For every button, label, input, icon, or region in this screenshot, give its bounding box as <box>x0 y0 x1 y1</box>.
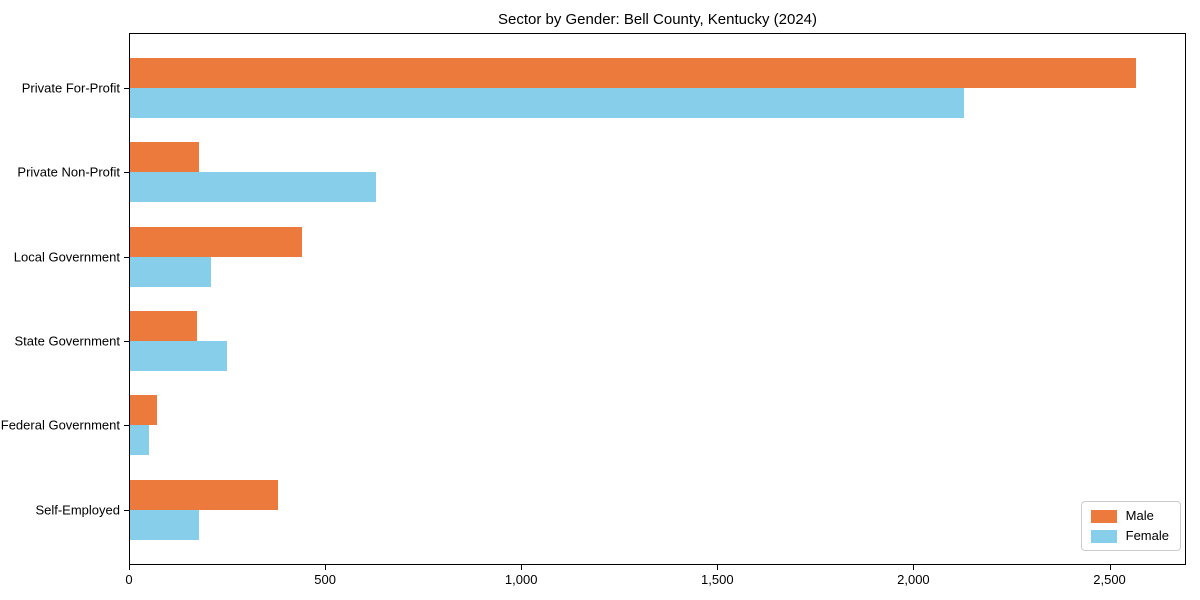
male-bar <box>130 479 278 510</box>
y-axis-label: Self-Employed <box>35 502 120 517</box>
legend-entry-male: Male <box>1090 508 1169 523</box>
x-tick-label: 1,500 <box>701 572 734 587</box>
legend-label-female: Female <box>1125 528 1169 543</box>
y-tick-mark <box>124 172 129 174</box>
chart-title: Sector by Gender: Bell County, Kentucky … <box>497 11 818 28</box>
legend: Male Female <box>1080 501 1181 551</box>
legend-swatch-male-icon <box>1090 509 1117 523</box>
y-tick-mark <box>124 256 129 258</box>
female-bar <box>130 340 227 371</box>
x-tick-mark <box>325 565 327 570</box>
x-tick-label: 2,500 <box>1093 572 1126 587</box>
y-axis-label: State Government <box>14 333 121 349</box>
x-tick-mark <box>913 565 915 570</box>
legend-entry-female: Female <box>1090 528 1169 543</box>
legend-label-male: Male <box>1125 508 1154 523</box>
x-tick-mark <box>521 565 523 570</box>
male-bar <box>130 58 1136 88</box>
female-bar <box>130 509 199 540</box>
female-bar <box>130 88 964 118</box>
x-tick-label: 500 <box>314 572 336 587</box>
x-tick-mark <box>717 565 719 570</box>
female-bar <box>130 256 211 287</box>
x-tick-label: 1,000 <box>504 572 538 587</box>
y-axis-label: Local Government <box>13 249 120 265</box>
legend-swatch-female-icon <box>1090 529 1117 543</box>
male-bar <box>130 226 302 257</box>
male-bar <box>130 395 157 426</box>
male-bar <box>130 142 199 173</box>
x-tick-label: 2,000 <box>897 572 930 587</box>
male-bar <box>130 310 197 341</box>
plot-area <box>129 33 1186 565</box>
y-tick-mark <box>124 509 129 511</box>
y-axis-label: Federal Government <box>0 417 120 433</box>
y-axis-label: Private For-Profit <box>21 80 120 96</box>
x-tick-mark <box>1109 565 1111 570</box>
y-tick-mark <box>124 340 129 342</box>
y-tick-mark <box>124 88 129 89</box>
female-bar <box>130 172 376 203</box>
x-tick-mark <box>129 565 130 570</box>
y-axis-label: Private Non-Profit <box>17 164 120 180</box>
y-tick-mark <box>124 425 129 427</box>
x-tick-label: 0 <box>125 572 133 587</box>
female-bar <box>130 425 149 456</box>
